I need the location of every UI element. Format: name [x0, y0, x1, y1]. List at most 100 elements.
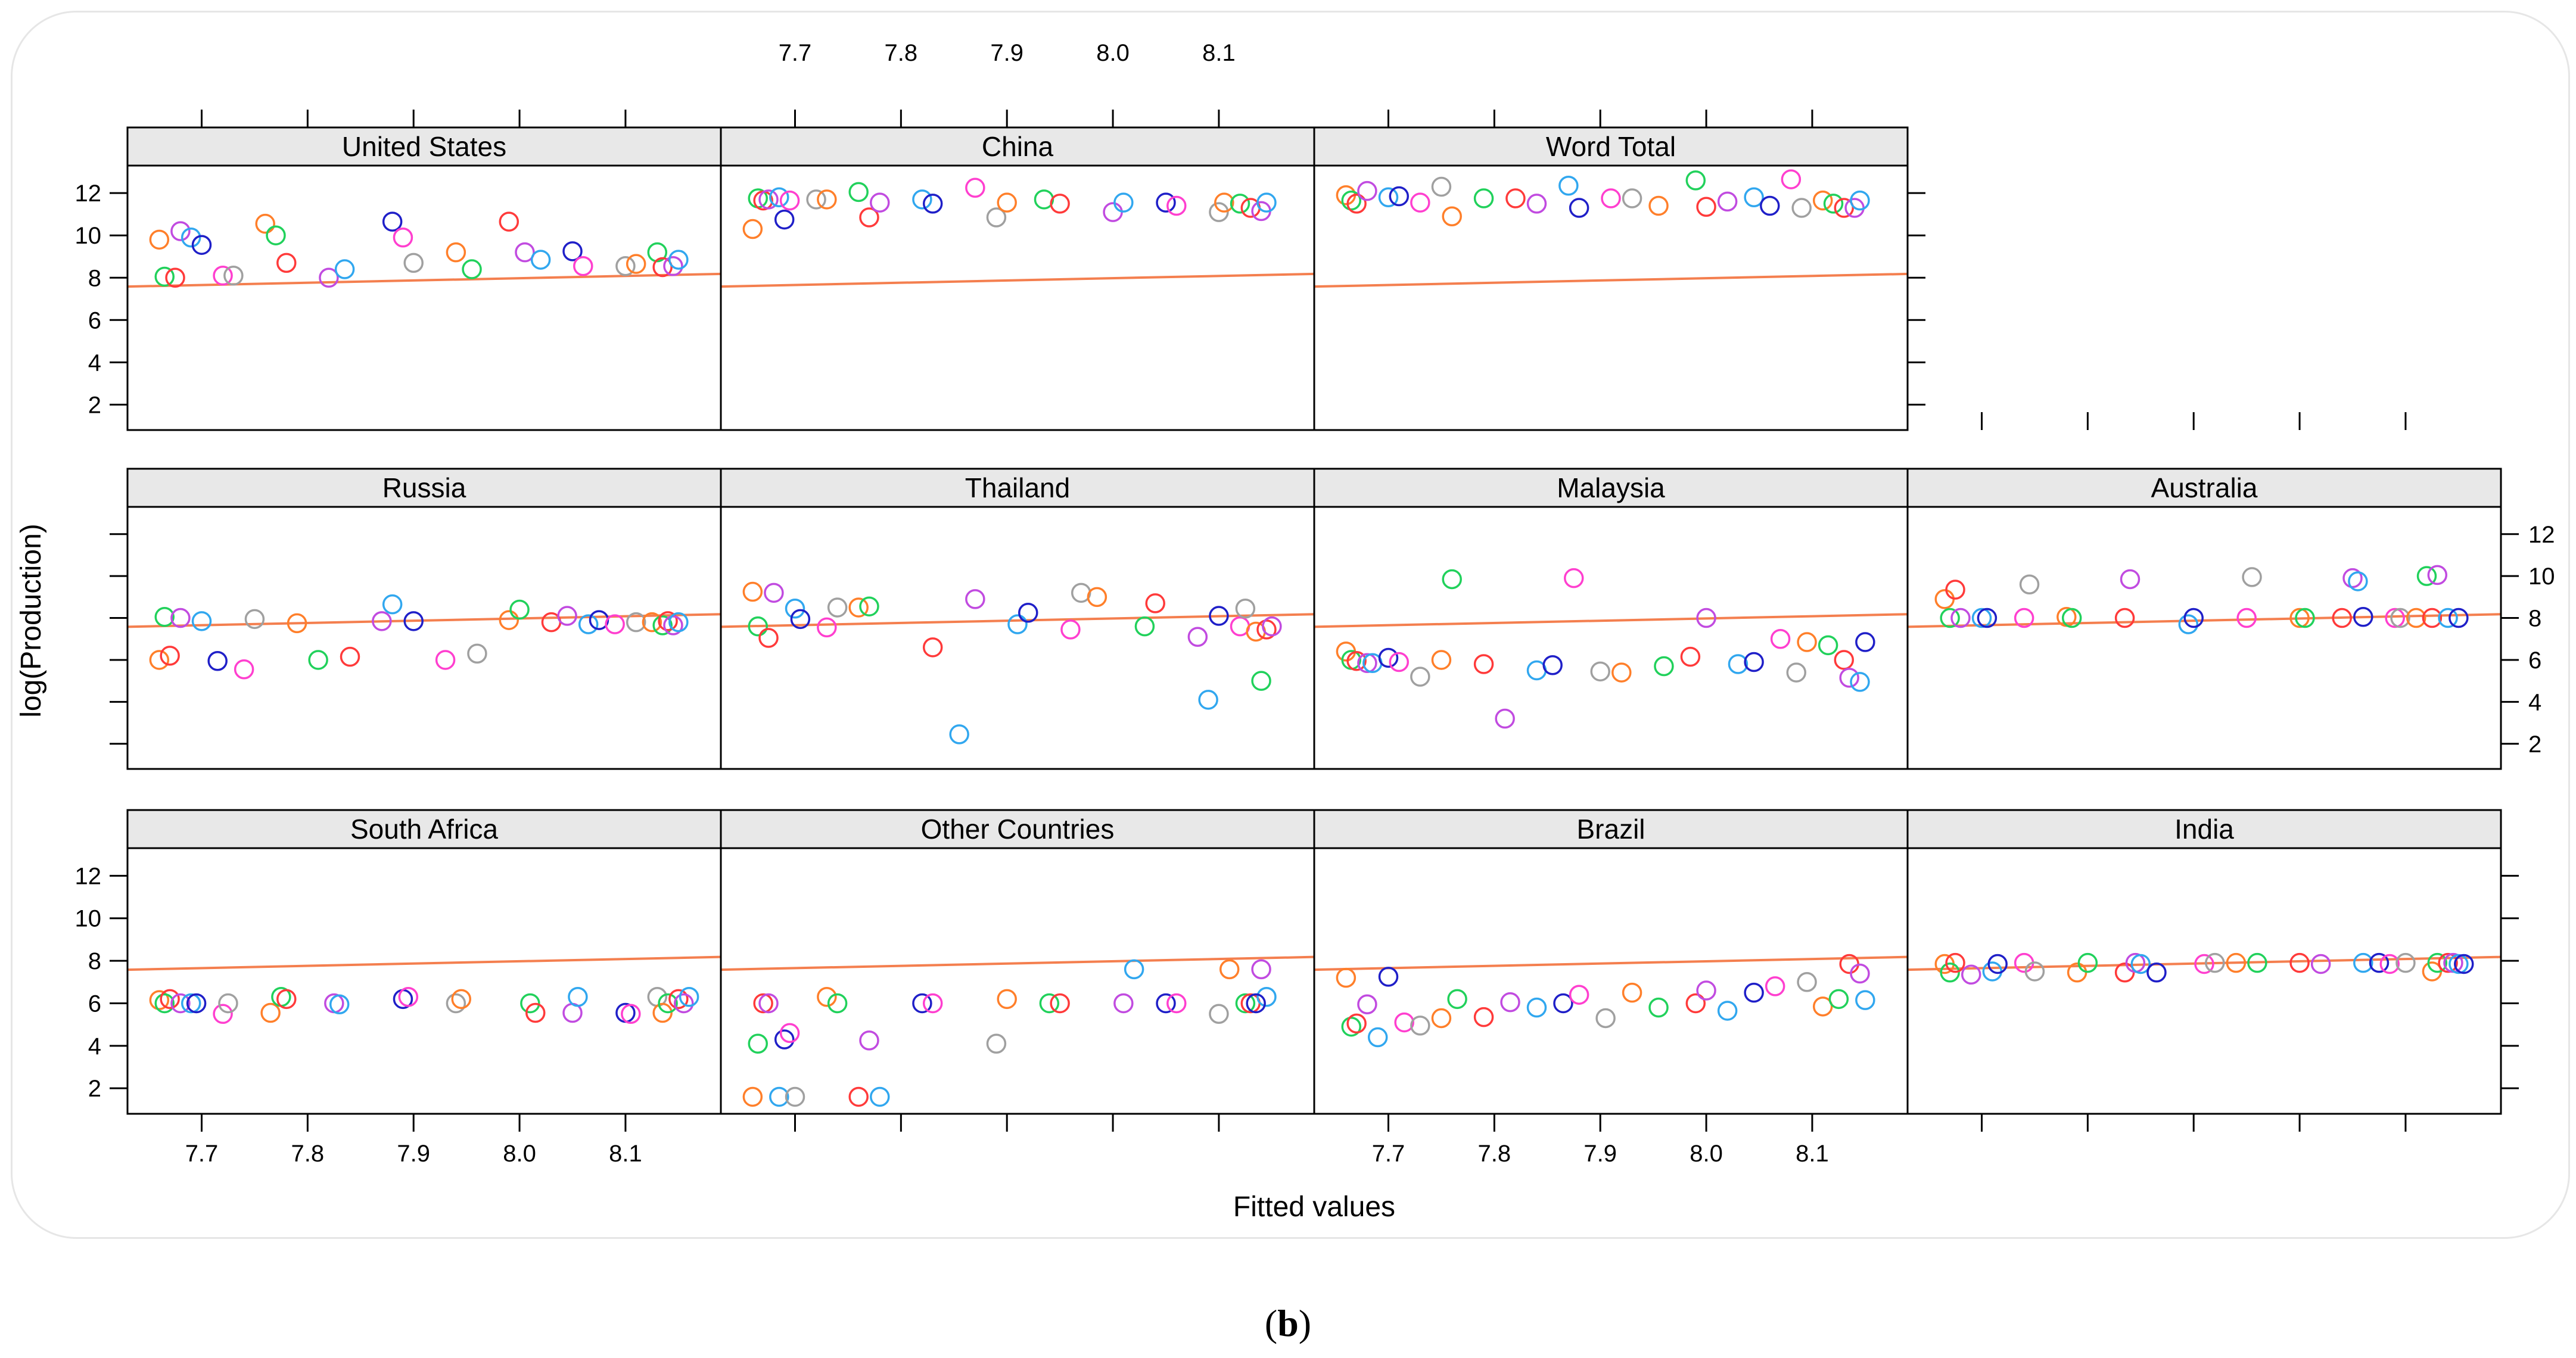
data-point: [605, 614, 625, 634]
data-point: [2390, 608, 2410, 628]
data-point: [848, 597, 869, 618]
data-point: [191, 235, 212, 255]
data-point: [2406, 608, 2426, 628]
data-point: [2019, 574, 2040, 594]
data-point: [1060, 619, 1081, 640]
y-tick-label: 2: [88, 392, 101, 418]
data-point: [1717, 191, 1738, 212]
data-point: [154, 607, 175, 627]
data-point: [340, 646, 360, 667]
data-point: [1744, 187, 1764, 208]
data-point: [170, 221, 191, 241]
data-point: [806, 189, 826, 210]
data-point: [467, 643, 487, 664]
fitted-line-united-states: [127, 272, 721, 288]
data-point: [149, 229, 170, 250]
data-point: [1500, 992, 1520, 1013]
data-point: [1648, 195, 1669, 216]
data-point: [769, 187, 789, 208]
data-point: [658, 611, 678, 631]
data-point: [1198, 690, 1218, 710]
data-point: [1389, 186, 1410, 207]
data-point: [1336, 967, 1357, 988]
y-tick-label: 12: [75, 180, 102, 207]
data-point: [1087, 587, 1107, 608]
data-point: [2178, 614, 2199, 634]
data-point: [758, 189, 779, 210]
data-point: [774, 209, 795, 230]
data-point: [1256, 619, 1277, 640]
data-point: [668, 612, 689, 633]
data-point: [2416, 566, 2437, 586]
data-point: [870, 192, 890, 213]
data-point: [1389, 652, 1410, 672]
data-point: [1431, 650, 1452, 670]
data-point: [2024, 961, 2045, 982]
data-point: [393, 228, 413, 248]
data-point: [1113, 993, 1134, 1014]
caption-open-paren: (: [1264, 1302, 1278, 1344]
data-point: [748, 616, 768, 637]
x-tick-label: 8.0: [503, 1141, 536, 1167]
data-point: [1558, 175, 1579, 196]
data-point: [515, 242, 535, 263]
data-point: [213, 1004, 233, 1024]
y-tick-label: 4: [88, 350, 101, 376]
data-point: [154, 266, 175, 287]
data-point: [1971, 608, 1992, 628]
strip-title-russia: Russia: [382, 472, 466, 503]
y-tick-label: 6: [2528, 647, 2541, 674]
data-point: [255, 213, 275, 234]
strip-title-australia: Australia: [2151, 472, 2258, 503]
data-point: [1230, 194, 1250, 214]
data-point: [1410, 666, 1430, 687]
data-point: [742, 1086, 763, 1107]
figure-caption: (b): [0, 1301, 2576, 1345]
data-point: [2295, 608, 2315, 628]
data-point: [525, 1002, 546, 1023]
data-point: [668, 250, 689, 270]
data-point: [1341, 190, 1361, 211]
caption-label: b: [1277, 1302, 1299, 1344]
data-point: [2438, 608, 2458, 628]
panel-united-states: United States: [126, 126, 722, 431]
data-point: [965, 589, 985, 609]
data-point: [2449, 954, 2469, 974]
data-point: [1823, 194, 1844, 214]
data-point: [562, 241, 583, 261]
data-point: [1410, 192, 1430, 213]
data-point: [674, 993, 694, 1014]
strip-title-other-countries: Other Countries: [921, 814, 1115, 845]
data-point: [1209, 606, 1229, 626]
panel-thailand: Thailand: [720, 468, 1315, 770]
y-tick-label: 10: [2528, 563, 2555, 590]
fitted-line-word-total: [1314, 272, 1908, 288]
data-point: [1113, 192, 1134, 213]
y-tick-label: 2: [2528, 731, 2541, 758]
data-point: [403, 611, 424, 631]
strip-title-malaysia: Malaysia: [1557, 472, 1665, 503]
data-point: [1256, 192, 1277, 213]
data-point: [626, 254, 646, 274]
panel-russia: Russia: [126, 468, 722, 770]
data-point: [234, 659, 254, 680]
y-tick-label: 8: [88, 265, 101, 291]
data-point: [1495, 708, 1515, 729]
data-point: [1214, 192, 1234, 213]
data-point: [1812, 996, 1833, 1017]
data-point: [1680, 646, 1701, 667]
data-point: [859, 207, 879, 228]
data-point: [652, 257, 673, 278]
data-point: [753, 993, 773, 1014]
data-point: [2427, 952, 2448, 973]
data-point: [1818, 635, 1838, 656]
data-point: [758, 993, 779, 1014]
data-point: [748, 1033, 768, 1054]
strip-malaysia: [1313, 468, 1909, 508]
data-point: [276, 989, 297, 1010]
panel-china: China: [720, 126, 1315, 431]
data-point: [817, 189, 837, 210]
data-point: [260, 1002, 281, 1023]
data-point: [1346, 650, 1367, 671]
y-tick-label: 12: [2528, 522, 2555, 548]
